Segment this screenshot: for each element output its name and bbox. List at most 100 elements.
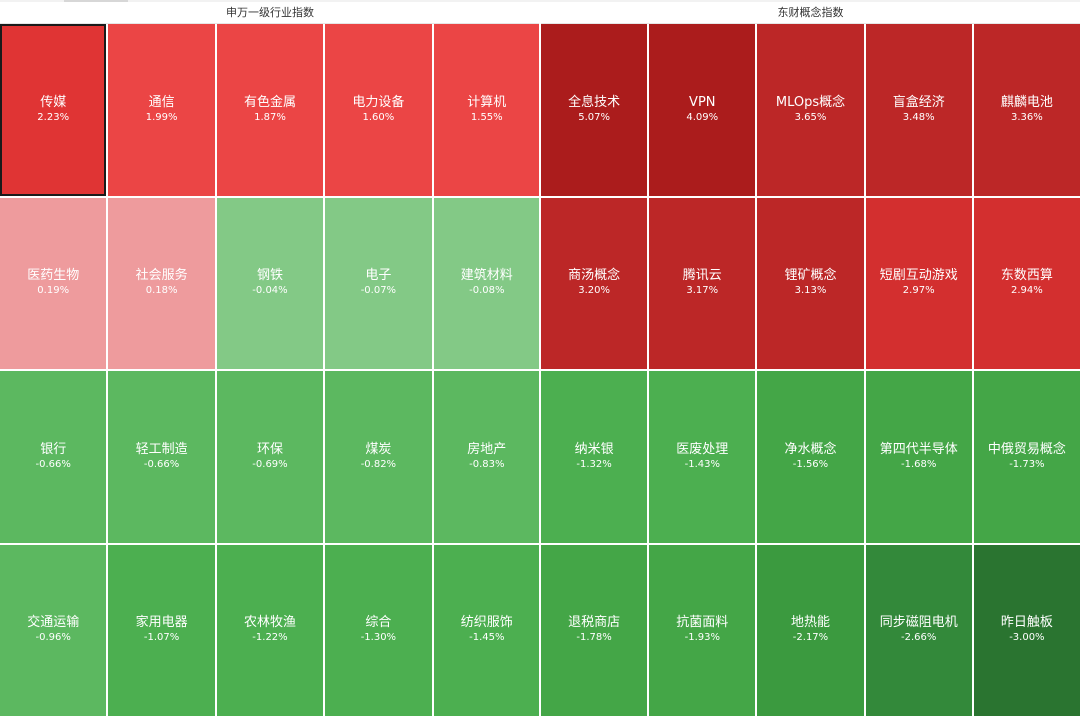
tile-name: 计算机: [467, 94, 507, 110]
tile-change-percent: -1.43%: [684, 458, 720, 470]
tile-name: 社会服务: [135, 268, 188, 284]
tile-name: 煤炭: [365, 441, 392, 457]
heatmap-tile[interactable]: 短剧互动游戏 2.97%: [865, 197, 972, 369]
heatmap-tile[interactable]: 纺织服饰 -1.45%: [433, 544, 540, 716]
tile-change-percent: 2.94%: [1011, 285, 1043, 297]
heatmap-tile[interactable]: 银行 -0.66%: [0, 371, 107, 543]
tile-name: 全息技术: [568, 94, 621, 110]
heatmap-tile[interactable]: 医药生物 0.19%: [0, 197, 107, 369]
tile-change-percent: -1.56%: [792, 458, 829, 470]
tile-name: 综合: [365, 615, 392, 631]
tile-change-percent: -1.78%: [576, 632, 612, 644]
heatmap-tile[interactable]: 房地产 -0.83%: [433, 371, 540, 543]
tile-change-percent: 1.99%: [145, 111, 178, 123]
heatmap-tile[interactable]: 退税商店 -1.78%: [541, 544, 648, 716]
heatmap-tile[interactable]: 传媒 2.23%: [0, 24, 107, 196]
tile-change-percent: -2.17%: [792, 632, 829, 644]
tile-name: 轻工制造: [135, 441, 188, 457]
heatmap-tile[interactable]: 煤炭 -0.82%: [325, 371, 432, 543]
heatmap-tile[interactable]: 通信 1.99%: [108, 24, 215, 196]
heatmap-tile[interactable]: 轻工制造 -0.66%: [108, 371, 215, 543]
concept-index-panel-title: 东财概念指数: [541, 2, 1080, 24]
heatmap-tile[interactable]: MLOps概念 3.65%: [757, 24, 864, 196]
tile-name: 纺织服饰: [460, 615, 513, 631]
tile-change-percent: -1.73%: [1009, 458, 1045, 470]
heatmap-tile[interactable]: 农林牧渔 -1.22%: [216, 544, 324, 716]
heatmap-tile[interactable]: 家用电器 -1.07%: [108, 544, 215, 716]
tile-change-percent: -0.08%: [469, 285, 505, 297]
tile-name: 钢铁: [256, 268, 283, 284]
heatmap-tile[interactable]: 钢铁 -0.04%: [216, 197, 324, 369]
tile-change-percent: -0.83%: [469, 458, 505, 470]
tile-change-percent: -0.69%: [252, 458, 288, 470]
heatmap-tile[interactable]: 建筑材料 -0.08%: [433, 197, 540, 369]
toolbar-tab-indicator[interactable]: [64, 0, 128, 2]
tile-name: 有色金属: [243, 94, 296, 110]
tile-change-percent: -0.04%: [252, 285, 288, 297]
tile-change-percent: -1.45%: [469, 632, 505, 644]
heatmap-tile[interactable]: 医废处理 -1.43%: [649, 371, 756, 543]
heatmap-tile[interactable]: 商汤概念 3.20%: [541, 197, 648, 369]
tile-change-percent: 1.87%: [254, 111, 286, 123]
tile-name: 同步磁阻电机: [879, 615, 958, 631]
tile-change-percent: -1.30%: [360, 632, 397, 644]
tile-change-percent: 3.48%: [902, 111, 935, 123]
heatmap-tile[interactable]: VPN 4.09%: [649, 24, 756, 196]
tile-change-percent: 2.23%: [37, 111, 70, 123]
tile-name: 环保: [256, 441, 283, 457]
heatmap-tile[interactable]: 纳米银 -1.32%: [541, 371, 648, 543]
tile-change-percent: 1.55%: [470, 111, 503, 123]
concept-index-heatmap-grid: 全息技术 5.07% VPN 4.09% MLOps概念 3.65% 盲盒经济 3.48% 麒麟…: [541, 24, 1080, 716]
tile-change-percent: 0.19%: [37, 285, 70, 297]
tile-name: 医药生物: [27, 268, 80, 284]
tile-change-percent: 2.97%: [902, 285, 935, 297]
heatmap-tile[interactable]: 全息技术 5.07%: [541, 24, 648, 196]
tile-name: 第四代半导体: [879, 441, 958, 457]
heatmap-tile[interactable]: 昨日触板 -3.00%: [973, 544, 1080, 716]
heatmap-tile[interactable]: 抗菌面料 -1.93%: [649, 544, 756, 716]
tile-name: 通信: [148, 94, 175, 110]
heatmap-tile[interactable]: 盲盒经济 3.48%: [865, 24, 972, 196]
heatmap-tile[interactable]: 东数西算 2.94%: [973, 197, 1080, 369]
heatmap-tile[interactable]: 综合 -1.30%: [325, 544, 432, 716]
tile-change-percent: 3.65%: [794, 111, 827, 123]
heatmap-tile[interactable]: 第四代半导体 -1.68%: [865, 371, 972, 543]
tile-name: 商汤概念: [568, 268, 621, 284]
tile-change-percent: 1.60%: [362, 111, 395, 123]
tile-name: 退税商店: [568, 615, 621, 631]
tile-name: 传媒: [40, 94, 67, 110]
tile-name: 交通运输: [27, 615, 80, 631]
heatmap-tile[interactable]: 电力设备 1.60%: [325, 24, 432, 196]
tile-name: 建筑材料: [460, 268, 513, 284]
tile-name: 电力设备: [352, 94, 405, 110]
tile-change-percent: 3.17%: [686, 285, 719, 297]
heatmap-tile[interactable]: 麒麟电池 3.36%: [973, 24, 1080, 196]
heatmap-tile[interactable]: 锂矿概念 3.13%: [757, 197, 864, 369]
tile-change-percent: -2.66%: [901, 632, 937, 644]
heatmap-tile[interactable]: 净水概念 -1.56%: [757, 371, 864, 543]
heatmap-tile[interactable]: 地热能 -2.17%: [757, 544, 864, 716]
heatmap-tile[interactable]: 社会服务 0.18%: [108, 197, 215, 369]
heatmap-tile[interactable]: 中俄贸易概念 -1.73%: [973, 371, 1080, 543]
tile-name: 锂矿概念: [784, 268, 837, 284]
heatmap-tile[interactable]: 交通运输 -0.96%: [0, 544, 107, 716]
tile-name: 医废处理: [676, 441, 729, 457]
heatmap-tile[interactable]: 同步磁阻电机 -2.66%: [865, 544, 972, 716]
heatmap-tile[interactable]: 电子 -0.07%: [325, 197, 432, 369]
heatmap-tile[interactable]: 计算机 1.55%: [433, 24, 540, 196]
tile-change-percent: -1.68%: [901, 458, 937, 470]
sw-industry-panel-title: 申万一级行业指数: [0, 2, 540, 24]
tile-name: 盲盒经济: [892, 94, 945, 110]
tile-name: VPN: [689, 94, 716, 110]
tile-name: 房地产: [467, 441, 507, 457]
tile-name: 家用电器: [135, 615, 188, 631]
tile-change-percent: 3.13%: [794, 285, 827, 297]
heatmap-tile[interactable]: 环保 -0.69%: [216, 371, 324, 543]
concept-index-heatmap-panel: 东财概念指数 全息技术 5.07% VPN 4.09% MLOps概念 3.65% 盲盒经济…: [541, 2, 1080, 717]
heatmap-tile[interactable]: 腾讯云 3.17%: [649, 197, 756, 369]
tile-change-percent: -3.00%: [1009, 632, 1045, 644]
tile-name: 昨日触板: [1000, 615, 1053, 631]
tile-name: 地热能: [790, 615, 830, 631]
top-toolbar-strip: [0, 0, 1080, 2]
heatmap-tile[interactable]: 有色金属 1.87%: [216, 24, 324, 196]
